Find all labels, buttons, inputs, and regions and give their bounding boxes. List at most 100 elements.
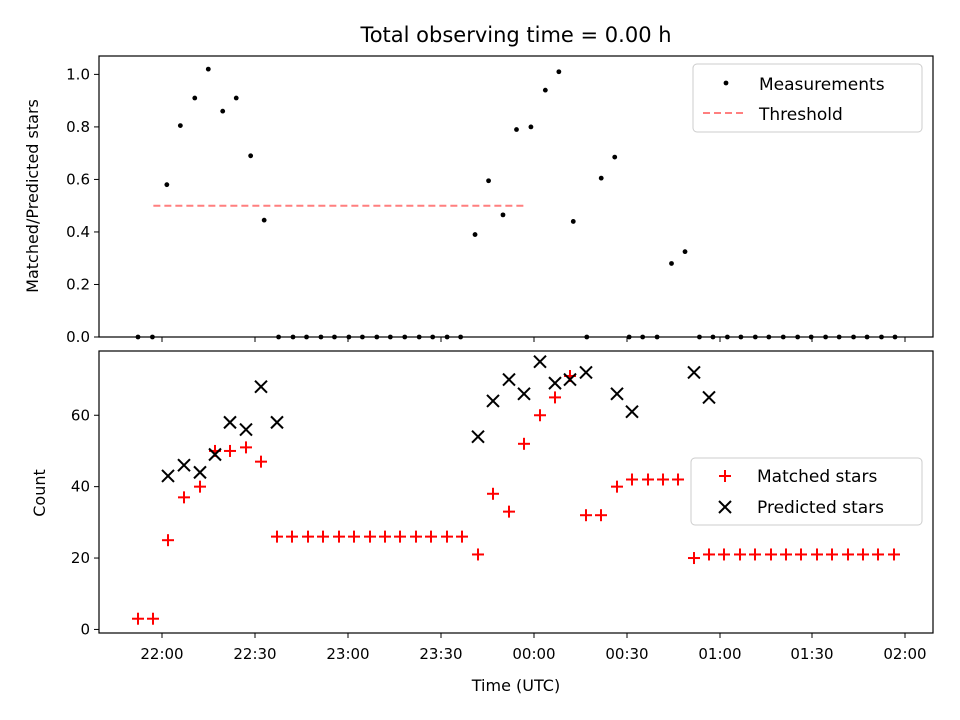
measurement-point xyxy=(177,123,183,128)
matched-star-point xyxy=(503,505,515,518)
predicted-star-d2 xyxy=(223,415,237,430)
matched-star-point xyxy=(888,548,900,561)
matched-star-point xyxy=(425,530,437,543)
predicted-star-d2 xyxy=(533,355,547,369)
measurements-legend-label: Measurements xyxy=(759,75,885,95)
bottom-x-tick-label: 22:30 xyxy=(233,645,276,663)
matched-star-point xyxy=(642,473,654,486)
measurement-point xyxy=(220,108,226,114)
measurement-point xyxy=(500,212,506,218)
top-chart-title: Total observing time = 0.00 h xyxy=(359,23,671,47)
predicted-star-point xyxy=(517,387,531,401)
matched-star-point xyxy=(657,473,669,486)
predicted-star-d2 xyxy=(177,458,191,472)
predicted-star-d2 xyxy=(239,422,253,437)
matched-star-point xyxy=(286,530,298,543)
matched-star-point xyxy=(626,473,638,486)
matched-star-point xyxy=(162,534,174,547)
measurement-point xyxy=(669,261,674,266)
top-plot-area: 0.0 0.2 0.4 0.6 0.8 1.0 xyxy=(66,55,934,346)
predicted-star-d2 xyxy=(625,404,639,419)
matched-star-point xyxy=(872,548,884,561)
matched-star-point xyxy=(857,548,869,561)
predicted-star-point xyxy=(579,365,593,380)
predicted-star-point xyxy=(208,447,222,462)
top-legend: Measurements Threshold xyxy=(692,63,923,133)
measurement-point xyxy=(261,217,267,223)
predicted-star-point xyxy=(177,458,191,472)
predicted-star-point xyxy=(223,415,237,430)
matched-star-point xyxy=(441,530,453,543)
matched-star-point xyxy=(472,548,484,561)
matched-star-point xyxy=(688,552,700,565)
top-plot-frame xyxy=(98,55,934,338)
predicted-star-d2 xyxy=(563,372,577,387)
predicted-star-d2 xyxy=(687,365,701,380)
measurement-point xyxy=(598,175,604,181)
bottom-x-tick-label: 01:00 xyxy=(698,645,741,663)
matched-star-point xyxy=(364,530,376,543)
predicted-star-d2 xyxy=(517,387,531,401)
predicted-star-point xyxy=(548,376,562,390)
top-y-tick-label: 0.4 xyxy=(66,223,90,241)
matched-stars-legend-marker xyxy=(719,470,731,482)
matched-star-point xyxy=(456,530,468,543)
matched-star-point xyxy=(780,548,792,561)
measurement-point xyxy=(542,87,548,93)
bottom-x-axis-label: Time (UTC) xyxy=(471,676,560,695)
predicted-stars-legend-marker xyxy=(718,500,732,514)
predicted-star-d2 xyxy=(208,447,222,462)
top-y-tick-label: 1.0 xyxy=(66,65,90,83)
matched-star-point xyxy=(734,548,746,561)
bottom-y-tick-label: 0 xyxy=(80,620,90,638)
bottom-legend: Matched stars Predicted stars xyxy=(690,457,923,526)
predicted-star-point xyxy=(502,372,516,387)
measurement-point xyxy=(248,153,254,159)
matched-star-point xyxy=(302,530,314,543)
measurement-point xyxy=(682,249,688,255)
matched-star-point xyxy=(487,487,499,500)
measurement-point xyxy=(192,95,198,101)
matched-star-point xyxy=(317,530,329,543)
measurement-point xyxy=(233,95,239,101)
predicted-star-d2 xyxy=(502,372,516,387)
bottom-x-tick-label: 01:30 xyxy=(790,645,833,663)
predicted-star-point xyxy=(625,404,639,419)
bottom-plot-area: 0 20 40 60 22:00 22:30 23:00 23:30 00:00 00:30 01:… xyxy=(71,350,934,663)
matched-star-point xyxy=(765,548,777,561)
matched-star-point xyxy=(811,548,823,561)
predicted-star-d2 xyxy=(270,415,284,430)
predicted-star-d2 xyxy=(486,394,500,408)
measurement-point xyxy=(556,69,562,75)
bottom-x-tick-label: 23:30 xyxy=(419,645,462,663)
predicted-star-point xyxy=(161,469,175,483)
measurement-point xyxy=(528,124,534,130)
predicted-star-point xyxy=(610,387,624,401)
bottom-y-tick-label: 60 xyxy=(71,406,90,424)
measurement-point xyxy=(205,66,211,72)
matched-star-point xyxy=(224,444,236,457)
matched-star-point xyxy=(549,391,561,404)
matched-star-point xyxy=(194,480,206,493)
bottom-y-tick-label: 20 xyxy=(71,549,90,567)
predicted-star-point xyxy=(239,422,253,437)
predicted-star-d2 xyxy=(548,376,562,390)
matched-star-point xyxy=(826,548,838,561)
top-y-tick-label: 0.0 xyxy=(66,328,90,346)
predicted-star-point xyxy=(563,372,577,387)
matched-star-point xyxy=(749,548,761,561)
matched-stars-legend-label: Matched stars xyxy=(757,467,877,487)
bottom-y-axis-label: Count xyxy=(30,469,49,517)
top-y-tick-label: 0.6 xyxy=(66,170,90,188)
predicted-star-point xyxy=(471,429,485,444)
top-y-tick-label: 0.8 xyxy=(66,118,90,136)
measurement-point xyxy=(570,219,576,224)
matched-star-point xyxy=(672,473,684,486)
measurement-point xyxy=(612,154,618,160)
predicted-star-d2 xyxy=(610,387,624,401)
measurements-legend-marker xyxy=(723,80,729,86)
predicted-star-point xyxy=(533,355,547,369)
matched-star-point xyxy=(394,530,406,543)
bottom-plot-frame xyxy=(98,350,934,634)
